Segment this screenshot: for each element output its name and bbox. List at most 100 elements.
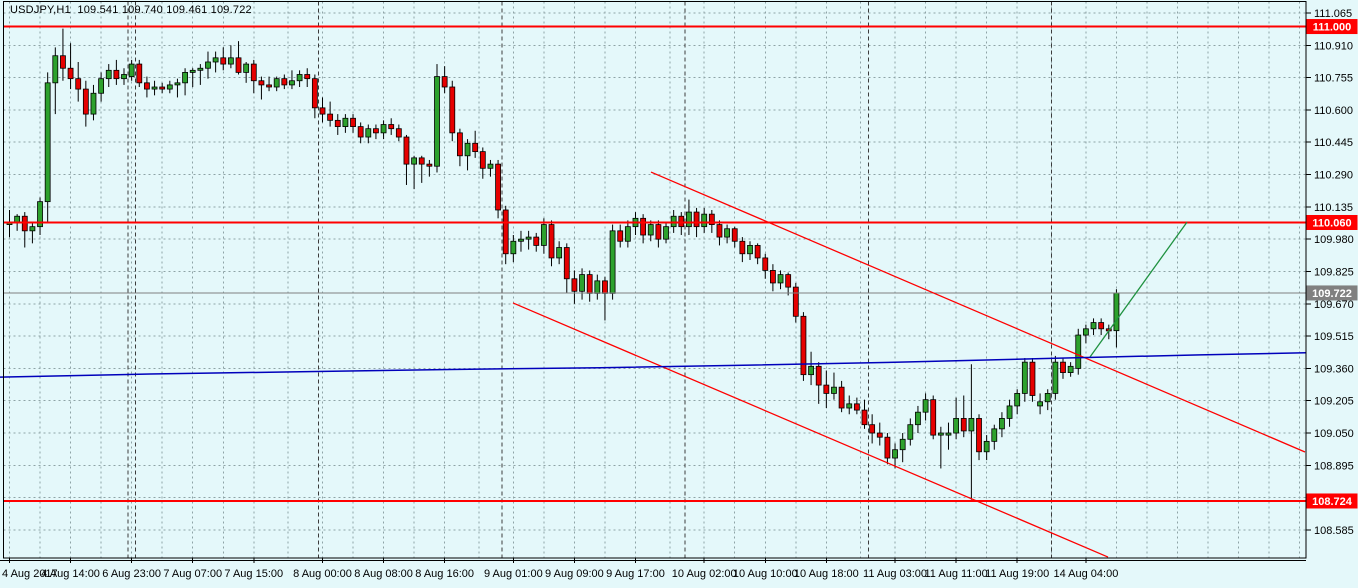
candle-body: [563, 247, 570, 280]
candle: [258, 76, 265, 100]
candle-body: [60, 55, 66, 69]
candle-body: [273, 78, 280, 88]
price-badge-label: 111.000: [1313, 22, 1352, 34]
candle: [182, 68, 188, 96]
y-axis-label: 111.065: [1314, 8, 1352, 20]
candle-body: [823, 384, 830, 394]
candle-body: [113, 69, 120, 80]
candle-body: [678, 215, 685, 228]
candle-body: [289, 80, 295, 86]
price-badge-label: 108.724: [1312, 496, 1353, 508]
candle: [930, 395, 937, 440]
candle: [334, 114, 341, 135]
y-axis-label: 109.670: [1314, 299, 1354, 311]
candle: [281, 74, 288, 90]
candle: [82, 80, 89, 127]
candle: [953, 397, 960, 440]
candle-body: [197, 67, 204, 71]
candle-body: [579, 274, 585, 292]
candle: [273, 76, 280, 92]
candle-body: [21, 215, 28, 232]
x-axis-label: 8 Aug 16:00: [415, 568, 474, 580]
candle: [227, 45, 234, 69]
candle: [60, 28, 66, 81]
candle-body: [800, 315, 807, 376]
candle: [174, 78, 181, 98]
trendline-channel-lower[interactable]: [512, 302, 1109, 558]
candle: [52, 47, 59, 115]
candle-body: [876, 432, 883, 438]
candle: [197, 64, 204, 85]
candle: [991, 424, 998, 450]
candle: [540, 218, 547, 254]
x-axis-label: 6 Aug 23:00: [102, 568, 161, 580]
candle-body: [655, 224, 662, 240]
candle: [945, 422, 952, 450]
candle-body: [1098, 322, 1105, 330]
candle-body: [266, 84, 272, 88]
candle-body: [617, 230, 624, 242]
candle-body: [479, 151, 486, 169]
y-axis-label: 109.825: [1314, 266, 1354, 278]
candle-body: [243, 63, 250, 73]
candle: [250, 59, 257, 94]
candle: [243, 61, 250, 83]
candle: [670, 209, 677, 233]
candle-body: [556, 247, 563, 259]
candle: [1052, 355, 1059, 400]
candle-body: [991, 428, 998, 442]
candle-body: [960, 418, 967, 432]
candle: [21, 212, 28, 248]
candle: [640, 214, 647, 244]
candle: [418, 155, 425, 183]
candle-body: [1029, 361, 1036, 396]
candle: [44, 72, 51, 223]
candle: [1037, 393, 1043, 415]
candle: [777, 270, 784, 290]
candle-body: [724, 228, 730, 238]
candle-body: [762, 257, 769, 271]
candle: [518, 230, 524, 252]
candle-body: [716, 224, 723, 238]
price-badge: 109.722: [1306, 285, 1358, 301]
candle-body: [67, 67, 74, 80]
candle: [869, 414, 876, 444]
candle-body: [937, 432, 944, 436]
candle-body: [792, 286, 799, 317]
candle-body: [976, 418, 982, 453]
candle-body: [586, 274, 593, 294]
candle-body: [189, 69, 196, 73]
x-axis-label: 11 Aug 11:00: [925, 568, 988, 580]
x-axis-label: 9 Aug 17:00: [606, 568, 665, 580]
candle-body: [342, 117, 349, 128]
price-badge-box: [1306, 285, 1358, 301]
candle-body: [434, 76, 440, 167]
candle-body: [594, 280, 601, 294]
candle: [29, 222, 36, 244]
candle-body: [502, 209, 509, 255]
candle: [846, 395, 853, 415]
candle: [220, 47, 227, 71]
candle-body: [128, 63, 135, 77]
candle-body: [487, 163, 494, 169]
candle: [739, 237, 746, 263]
candle-body: [75, 78, 82, 90]
candle: [327, 101, 334, 127]
trendline-bullish-projection[interactable]: [1089, 221, 1188, 358]
candle: [815, 362, 822, 404]
candle: [75, 61, 82, 102]
candle-body: [220, 57, 227, 65]
candle-body: [395, 128, 402, 138]
trendline-channel-upper[interactable]: [650, 171, 1306, 453]
candle: [403, 134, 410, 185]
candle: [937, 426, 944, 469]
candle: [365, 124, 372, 144]
price-badge: 110.060: [1306, 214, 1358, 230]
candle-body: [29, 226, 36, 232]
candle-body: [296, 74, 303, 82]
price-badge-box: [1306, 493, 1358, 509]
y-axis-label: 110.600: [1314, 105, 1353, 117]
y-axis-label: 110.910: [1314, 40, 1353, 52]
